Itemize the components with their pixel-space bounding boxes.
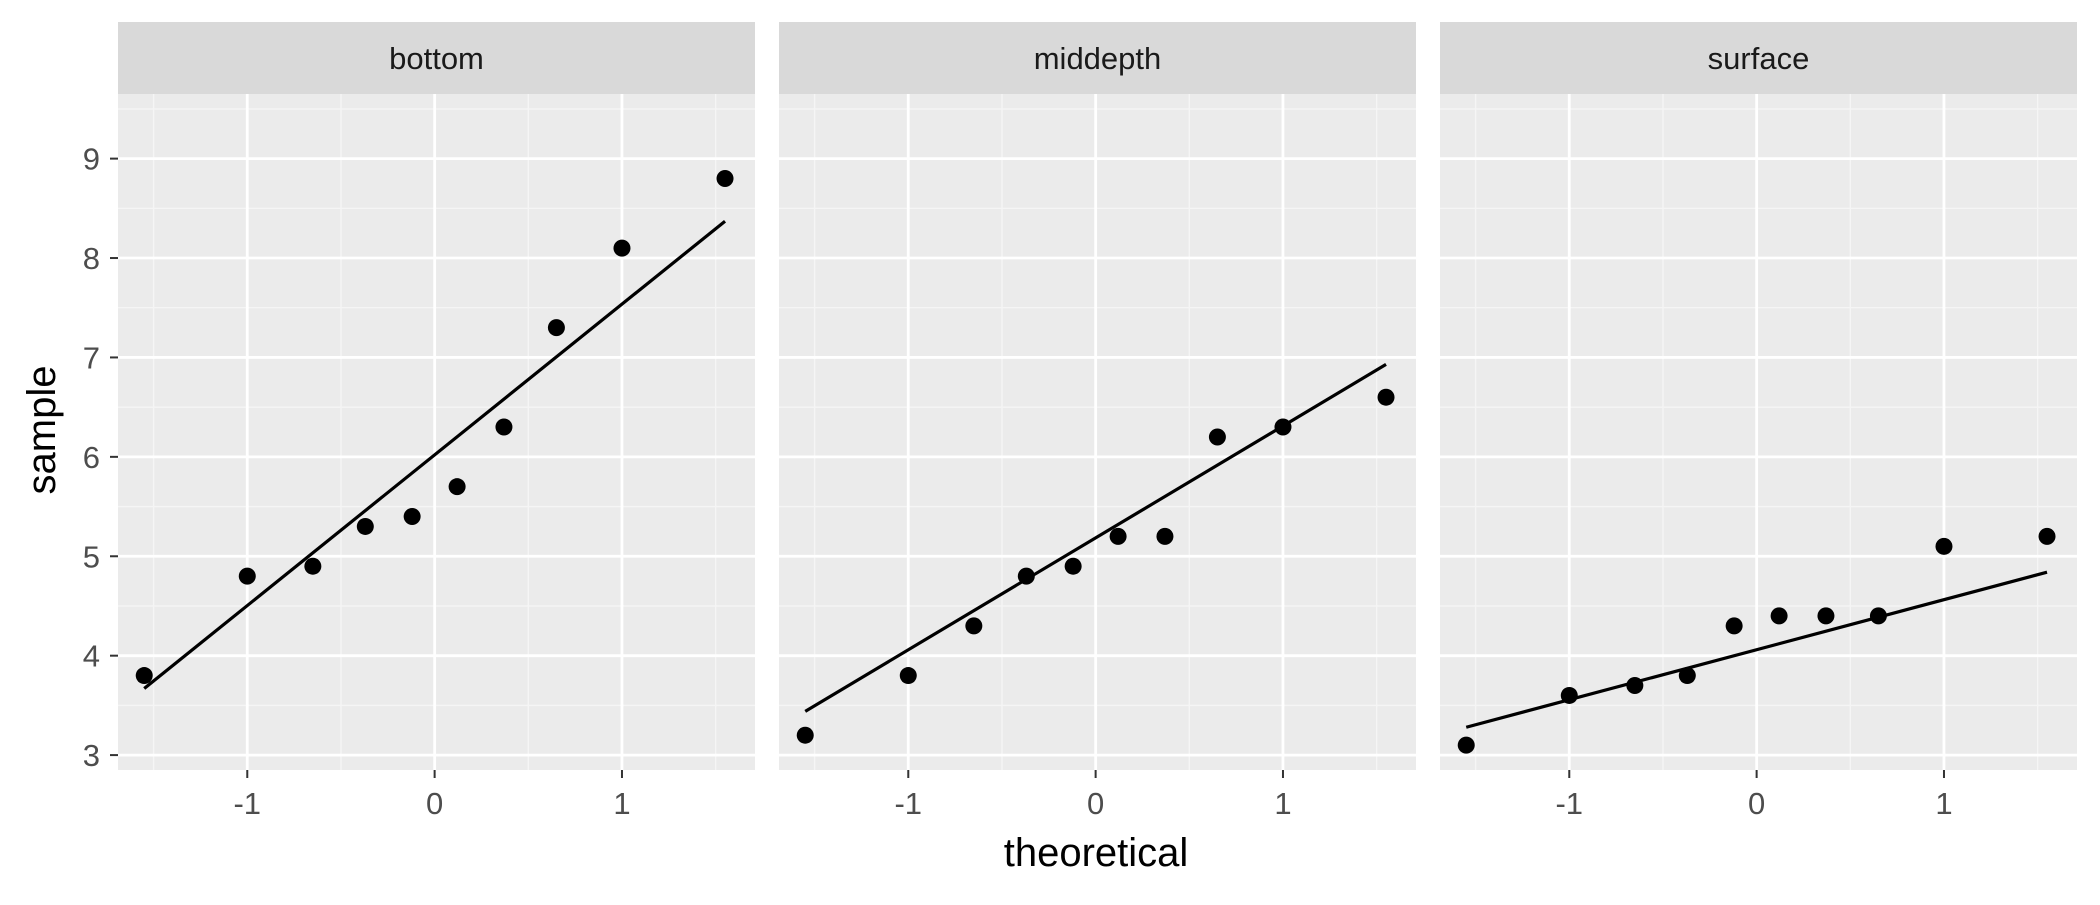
y-tick-label: 9 [83,142,100,177]
data-point [1678,667,1696,685]
facet-strip-label: surface [1708,41,1810,76]
data-point [547,319,565,337]
data-point [1156,527,1174,545]
facet-strip-label: middepth [1034,41,1162,76]
data-point [1208,428,1226,446]
data-point [1935,537,1953,555]
panel-background [1440,94,2077,770]
y-tick-label: 3 [83,738,100,773]
facet-strip [1440,22,2077,94]
panel-background [779,94,1416,770]
y-tick-label: 8 [83,241,100,276]
data-point [1817,607,1835,625]
x-tick-label: 0 [1748,786,1765,821]
data-point [1377,388,1395,406]
data-point [238,567,256,585]
y-tick-label: 5 [83,539,100,574]
facet-panel-1: middepth -1 0 1 [779,22,1416,821]
x-axis-title: theoretical [1004,831,1189,875]
data-point [1560,686,1578,704]
x-tick-label: 1 [1935,786,1952,821]
y-tick-label: 7 [83,340,100,375]
data-point [135,667,153,685]
data-point [1274,418,1292,436]
data-point [716,170,734,187]
data-point [448,478,466,496]
facet-strip [779,22,1416,94]
data-point [965,617,983,635]
facet-strip-label: bottom [389,41,484,76]
data-point [403,508,421,525]
data-point [1725,617,1743,635]
data-point [796,726,814,744]
data-point [304,557,322,575]
qq-reference-line [143,220,727,690]
data-point [1770,607,1788,625]
x-tick-label: -1 [1555,786,1583,821]
data-point [1064,557,1082,575]
x-tick-label: -1 [894,786,922,821]
y-tick-label: 6 [83,440,100,475]
x-tick-label: 1 [1274,786,1291,821]
data-point [613,239,631,257]
x-tick-label: -1 [233,786,261,821]
data-point [899,667,917,685]
data-point [1457,736,1475,754]
data-point [356,517,374,535]
qq-reference-line [1465,570,2048,729]
y-tick-label: 4 [83,639,100,674]
data-point [2038,527,2056,545]
data-point [495,418,513,436]
data-point [1017,567,1035,585]
facet-strip [118,22,755,94]
x-tick-label: 1 [613,786,630,821]
data-point [1109,527,1127,545]
data-point [1626,677,1644,694]
data-point [1869,607,1887,625]
panel-background [118,94,755,770]
facet-panel-0: bottom -1 0 1 [118,22,755,821]
y-axis: 3 4 5 6 7 8 9 [83,142,118,773]
x-tick-label: 0 [1087,786,1104,821]
x-tick-label: 0 [426,786,443,821]
facet-panel-2: surface -1 0 1 [1440,22,2077,821]
y-axis-title: sample [20,366,64,495]
